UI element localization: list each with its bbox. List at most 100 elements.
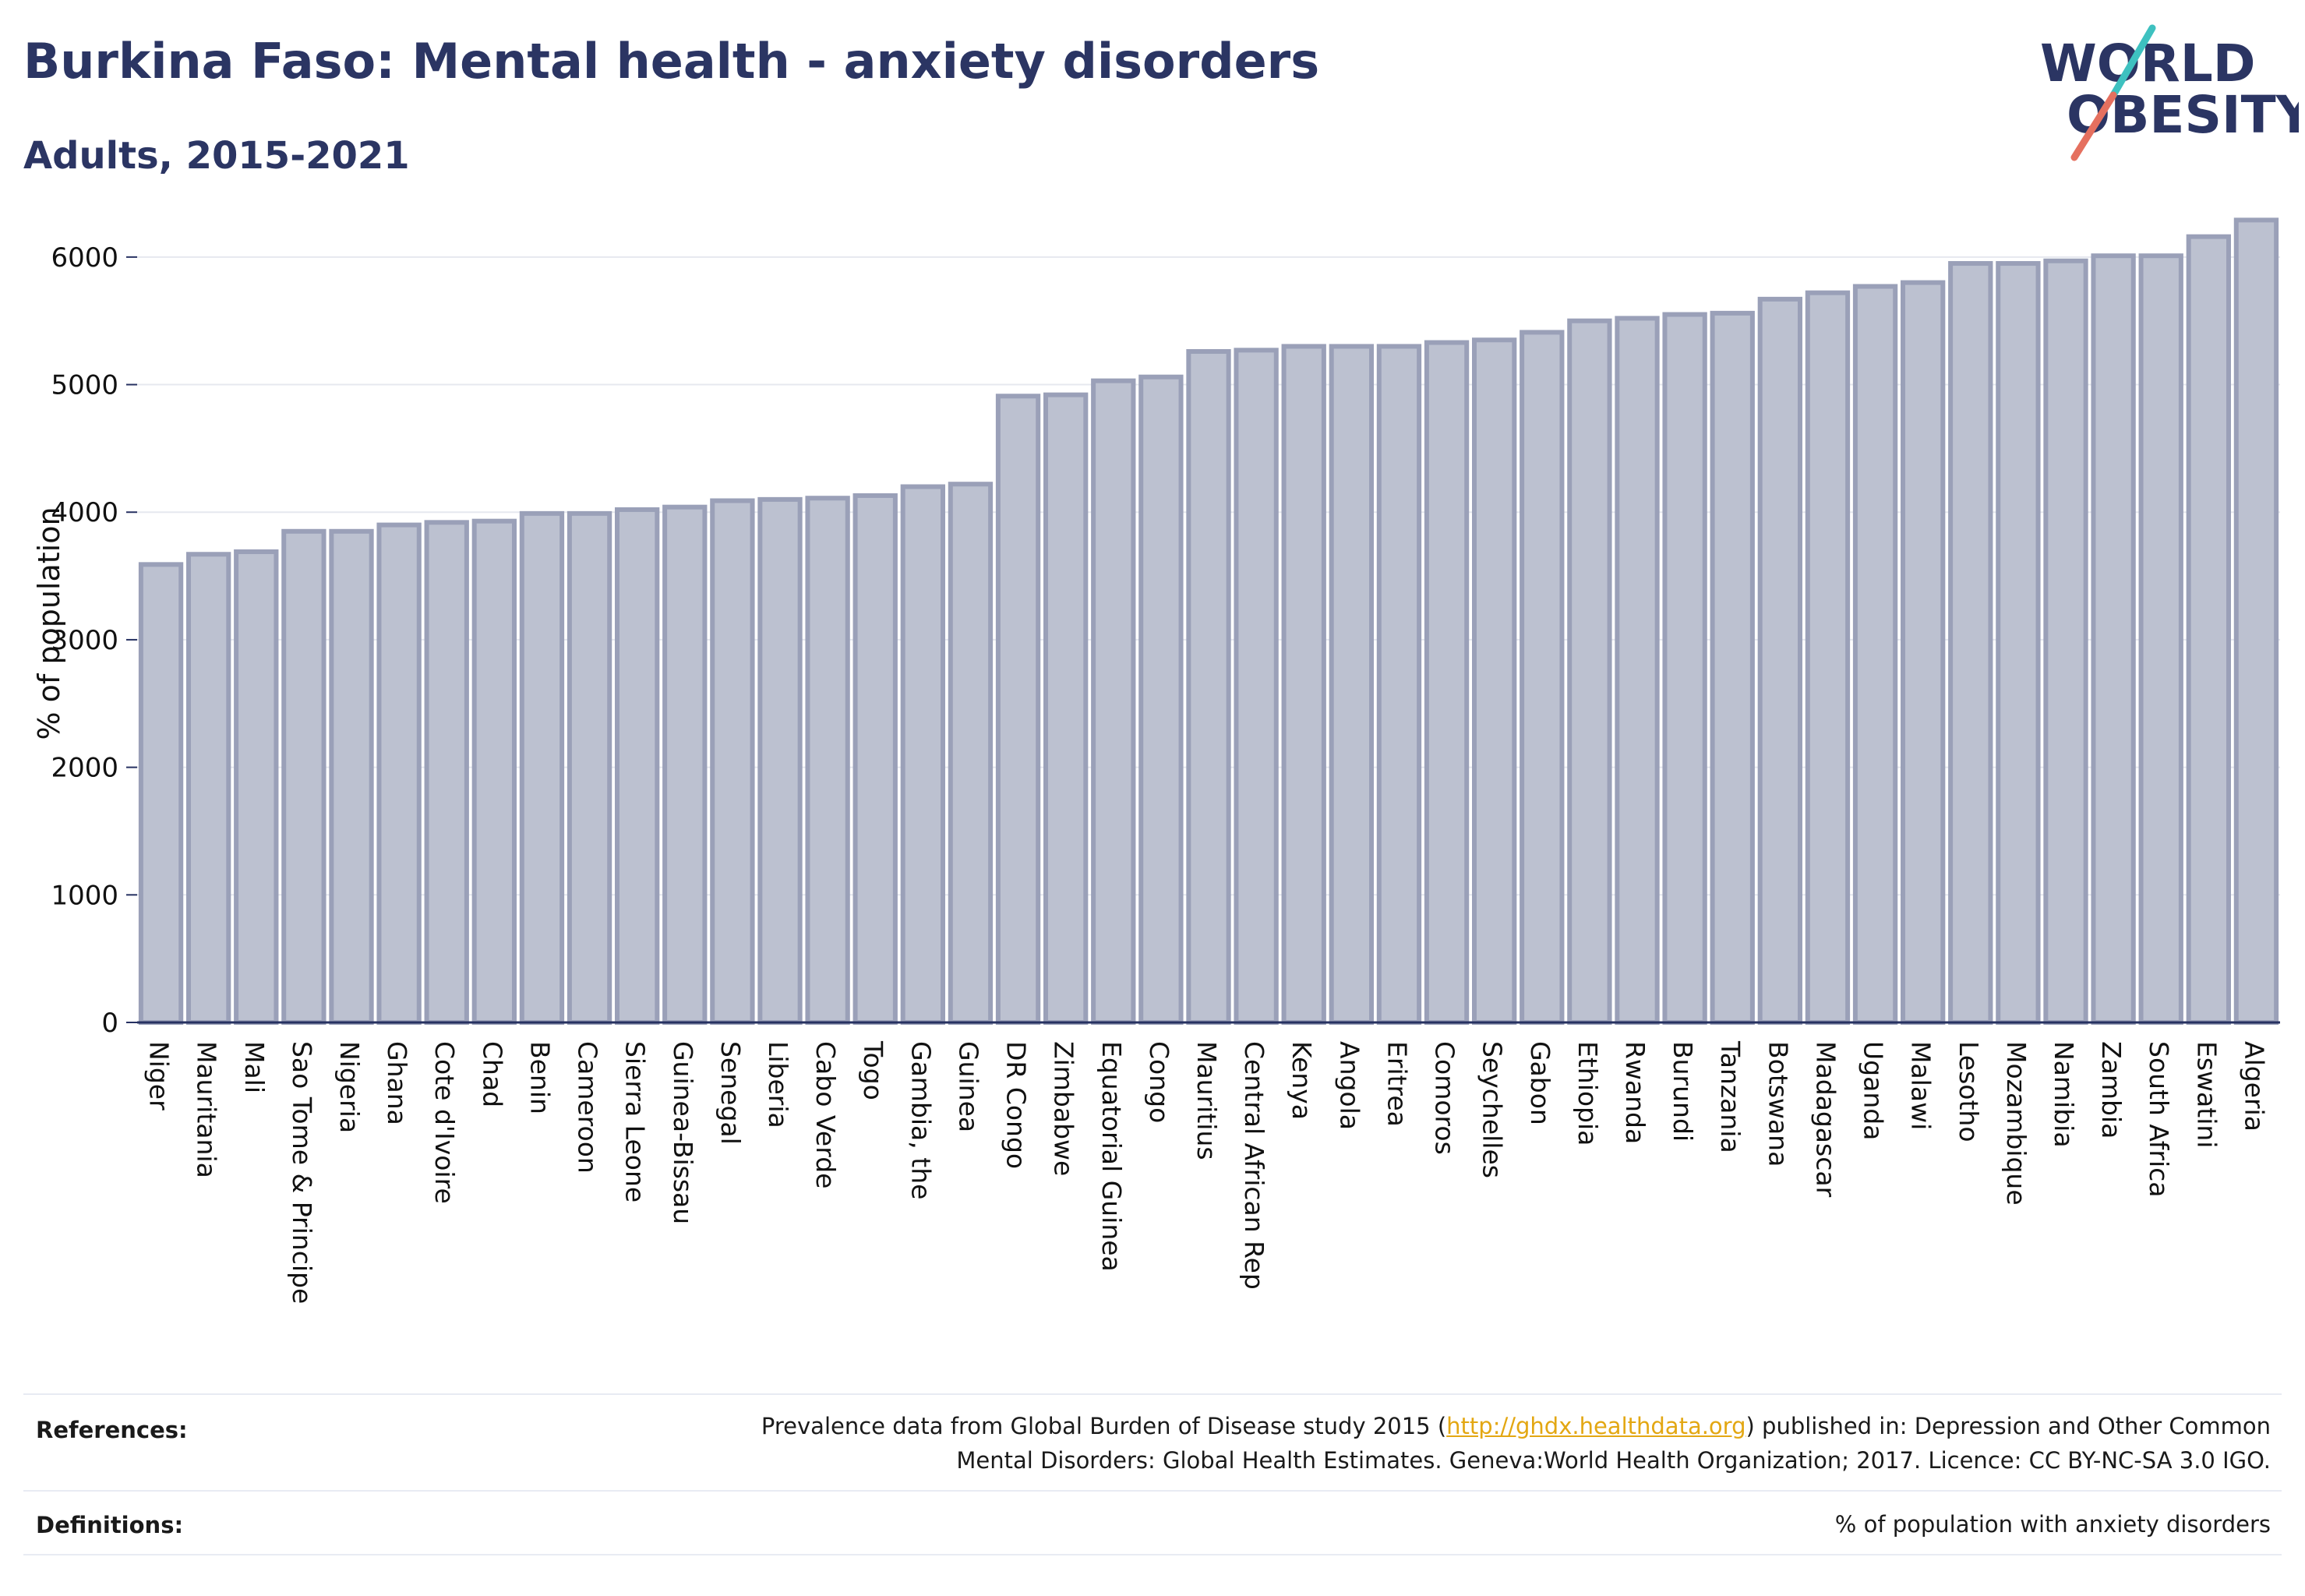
x-tick-label: Mauritius — [1191, 1041, 1222, 1160]
x-tick-label: Eswatini — [2191, 1041, 2222, 1148]
bar — [567, 510, 612, 1025]
bar — [1520, 330, 1565, 1025]
x-tick-label: South Africa — [2144, 1041, 2174, 1198]
x-tick-label: Angola — [1334, 1041, 1364, 1130]
bar — [1234, 348, 1279, 1025]
bar — [1805, 290, 1851, 1025]
x-tick-label: Ghana — [382, 1041, 412, 1125]
x-tick-label: Rwanda — [1620, 1041, 1650, 1144]
x-tick-label: Botswana — [1763, 1041, 1793, 1167]
bar — [852, 493, 898, 1025]
bar — [1901, 280, 1946, 1026]
x-tick-label: Liberia — [763, 1041, 793, 1128]
y-tick-label: 1000 — [51, 880, 118, 911]
x-tick-label: Gabon — [1525, 1041, 1555, 1125]
references-text: Prevalence data from Global Burden of Di… — [761, 1409, 2271, 1478]
bar — [2043, 258, 2088, 1026]
x-tick-label: Zimbabwe — [1049, 1041, 1079, 1176]
x-tick-label: Comoros — [1430, 1041, 1460, 1155]
x-tick-label: Zambia — [2096, 1041, 2127, 1139]
logo-slash-coral — [2070, 91, 2117, 161]
bar — [1567, 318, 1612, 1025]
bar — [710, 498, 755, 1025]
bar — [2233, 217, 2279, 1026]
bar — [186, 552, 231, 1025]
bar — [2091, 253, 2136, 1025]
references-text-pre: Prevalence data from Global Burden of Di… — [761, 1413, 1447, 1439]
bar — [1757, 296, 1803, 1025]
y-tick-label: 3000 — [51, 625, 118, 656]
bar — [138, 562, 184, 1025]
bar — [1186, 348, 1231, 1025]
bar — [1043, 392, 1089, 1025]
x-tick-label: Lesotho — [1954, 1041, 1984, 1142]
x-tick-label: Nigeria — [334, 1041, 365, 1133]
bar — [948, 482, 994, 1025]
y-tick-label: 4000 — [51, 497, 118, 528]
bar — [424, 520, 469, 1025]
y-tick-label: 5000 — [51, 370, 118, 401]
y-axis-label: % of population — [32, 507, 66, 740]
x-tick-label: Mali — [239, 1041, 270, 1093]
bar — [662, 504, 708, 1025]
chart-title: Burkina Faso: Mental health - anxiety di… — [23, 33, 1320, 90]
y-axis-ticks: 0 1000 2000 3000 4000 5000 6000 — [51, 242, 137, 1039]
bar — [2138, 253, 2183, 1025]
x-tick-label: Niger — [144, 1041, 175, 1110]
bars — [138, 217, 2279, 1026]
references-link[interactable]: http://ghdx.healthdata.org — [1446, 1413, 1746, 1439]
x-tick-label: Namibia — [2049, 1041, 2079, 1148]
x-tick-label: Benin — [524, 1041, 555, 1114]
bar — [1376, 344, 1422, 1025]
x-tick-label: Seychelles — [1477, 1041, 1508, 1178]
bar — [1996, 261, 2041, 1025]
divider-top — [23, 1393, 2282, 1395]
x-tick-label: DR Congo — [1001, 1041, 1032, 1169]
x-axis-labels: Niger Mauritania Mali Sao Tome & Principe Ni… — [144, 1040, 2270, 1304]
x-tick-label: Cameroon — [573, 1041, 603, 1174]
y-tick-label: 2000 — [51, 753, 118, 784]
bar — [1615, 316, 1660, 1025]
x-tick-label: Central African Rep — [1239, 1041, 1269, 1290]
logo-slash-teal — [2109, 24, 2156, 99]
x-tick-label: Equatorial Guinea — [1096, 1041, 1127, 1272]
x-tick-label: Sierra Leone — [620, 1041, 651, 1202]
bar — [757, 496, 803, 1025]
x-tick-label: Madagascar — [1810, 1041, 1841, 1198]
bar — [1329, 344, 1374, 1025]
x-tick-label: Tanzania — [1715, 1040, 1746, 1153]
x-tick-label: Ethiopia — [1573, 1041, 1603, 1146]
divider-bottom — [23, 1554, 2282, 1555]
x-tick-label: Congo — [1144, 1041, 1174, 1123]
bar — [376, 522, 422, 1025]
bar — [471, 518, 517, 1025]
bar — [234, 549, 279, 1025]
world-obesity-logo: WORLD OBESITY — [2040, 24, 2299, 161]
divider-middle — [23, 1490, 2282, 1492]
references-text-post: ) published in: Depression and Other Com… — [1746, 1413, 2271, 1439]
bar — [900, 484, 945, 1025]
bar — [329, 528, 374, 1025]
x-tick-label: Gambia, the — [905, 1041, 936, 1199]
bar — [1091, 378, 1136, 1025]
references-section: References: Prevalence data from Global … — [23, 1403, 2282, 1488]
chart-subtitle: Adults, 2015-2021 — [23, 134, 410, 178]
x-tick-label: Algeria — [2239, 1041, 2269, 1132]
references-text-line2: Mental Disorders: Global Health Estimate… — [956, 1447, 2271, 1474]
bar — [1424, 340, 1470, 1025]
bar — [995, 394, 1041, 1026]
bar — [1281, 344, 1326, 1025]
x-tick-label: Guinea — [953, 1041, 983, 1132]
y-tick-label: 6000 — [51, 242, 118, 274]
x-tick-label: Uganda — [1858, 1041, 1889, 1140]
bar — [1472, 337, 1517, 1025]
definitions-text: % of population with anxiety disorders — [1834, 1511, 2271, 1538]
x-tick-label: Senegal — [715, 1041, 746, 1145]
bar — [615, 507, 660, 1025]
x-tick-label: Kenya — [1287, 1041, 1317, 1120]
x-tick-label: Malawi — [1906, 1041, 1936, 1130]
bar — [1710, 310, 1755, 1025]
bar — [1138, 374, 1184, 1025]
x-tick-label: Eritrea — [1382, 1041, 1412, 1127]
x-tick-label: Mozambique — [2001, 1041, 2031, 1206]
